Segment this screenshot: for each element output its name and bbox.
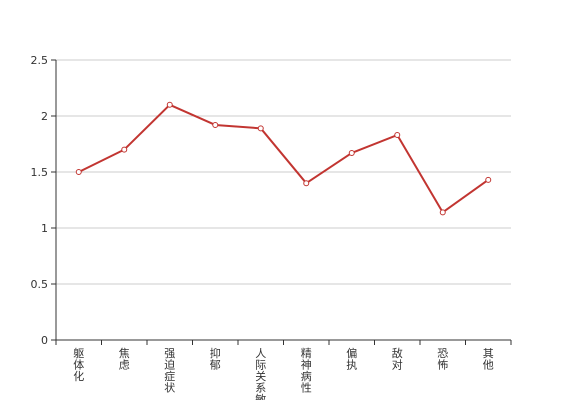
x-tick-label: 抑郁: [210, 346, 221, 372]
x-tick-label-char: 敌: [392, 346, 403, 360]
x-tick-label-char: 状: [164, 381, 175, 395]
x-tick-label: 强迫症状: [164, 347, 175, 395]
x-tick-label-char: 对: [392, 358, 403, 372]
x-tick-label-char: 郁: [210, 358, 221, 372]
x-tick-label-char: 敏: [255, 392, 266, 400]
x-tick-label-char: 抑: [210, 346, 221, 360]
x-tick-label-char: 病: [301, 369, 312, 383]
x-tick-label-char: 关: [255, 369, 266, 383]
x-tick-label: 其他: [483, 347, 494, 372]
x-tick-label-char: 执: [346, 358, 357, 372]
x-tick-label-char: 虑: [119, 359, 130, 372]
x-tick-label: 焦虑: [119, 347, 130, 372]
x-tick-label-char: 系: [255, 382, 266, 395]
y-tick-label: 1: [41, 222, 48, 235]
x-tick-label-char: 其: [483, 347, 494, 360]
data-point[interactable]: [257, 125, 264, 132]
data-point[interactable]: [439, 209, 446, 216]
data-point[interactable]: [212, 121, 219, 128]
y-tick-label: 1.5: [31, 166, 49, 179]
x-tick-label-char: 化: [73, 369, 84, 383]
x-tick-label-char: 体: [73, 358, 84, 372]
y-axis-ticks: 0 0.5 1 1.5 2 2.5: [31, 54, 56, 347]
x-axis-ticks: 躯体化 焦虑 强迫症状 抑郁 人际关系敏感 精神病性 偏执 敌对 恐怖 其他: [55, 340, 512, 400]
x-tick-label-char: 躯: [73, 347, 84, 360]
x-tick-label: 偏执: [346, 346, 357, 372]
x-tick-label-char: 性: [301, 381, 312, 395]
data-point[interactable]: [75, 169, 82, 175]
x-tick-label-char: 恐: [437, 347, 448, 360]
x-tick-label-char: 他: [483, 359, 494, 372]
x-tick-label: 躯体化: [73, 347, 84, 383]
x-tick-label: 敌对: [392, 346, 403, 372]
data-point[interactable]: [166, 101, 173, 108]
x-tick-label-char: 怖: [437, 358, 448, 372]
x-tick-label-char: 迫: [164, 358, 175, 372]
data-point[interactable]: [394, 132, 401, 139]
series: [75, 101, 492, 216]
x-tick-label: 精神病性: [301, 347, 312, 395]
series-line: [78, 103, 489, 214]
x-tick-label-char: 人: [255, 347, 266, 360]
data-point[interactable]: [121, 146, 128, 153]
axes: [55, 60, 511, 341]
x-tick-label-char: 焦: [119, 347, 130, 360]
data-point[interactable]: [485, 176, 492, 183]
x-tick-label-char: 强: [164, 347, 175, 360]
data-point[interactable]: [348, 149, 355, 156]
x-tick-label-char: 症: [164, 369, 175, 383]
x-tick-label-char: 精: [301, 347, 312, 360]
x-tick-label: 人际关系敏感: [255, 347, 266, 400]
y-tick-label: 2: [41, 110, 48, 123]
data-point[interactable]: [303, 180, 310, 187]
grid-lines: [56, 59, 511, 285]
y-tick-label: 2.5: [31, 54, 49, 67]
x-tick-label-char: 偏: [346, 346, 357, 360]
y-tick-label: 0.5: [31, 278, 49, 291]
x-tick-label: 恐怖: [437, 347, 448, 372]
x-tick-label-char: 神: [301, 358, 312, 372]
x-tick-label-char: 际: [255, 359, 266, 372]
y-tick-label: 0: [41, 334, 48, 347]
